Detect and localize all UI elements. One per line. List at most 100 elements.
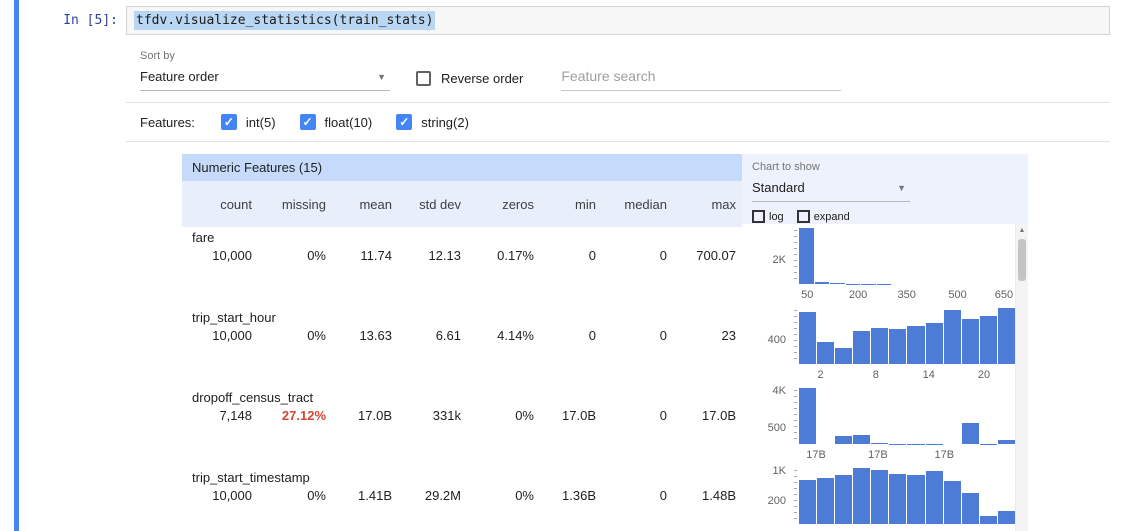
checkbox-icon[interactable]: ✓: [299, 114, 316, 130]
scrollbar[interactable]: ▲: [1015, 224, 1028, 531]
histogram-bar[interactable]: [835, 348, 853, 364]
column-header-zeros: zeros: [502, 196, 534, 212]
histogram-bar[interactable]: [799, 311, 817, 364]
x-tick-label: 17B: [806, 449, 826, 461]
histogram-bar[interactable]: [997, 511, 1015, 524]
histogram-bar[interactable]: [961, 492, 979, 524]
stat-mean: 1.41B: [358, 488, 392, 503]
chart-controls: Chart to show Standard ▼ log expand: [742, 154, 1028, 224]
histogram-bar[interactable]: [943, 309, 961, 364]
numeric-features-table: Numeric Features (15) count missing mean st…: [182, 154, 742, 531]
tfdv-statistics-widget: Sort by Feature order ▼ Reverse order Fe…: [126, 35, 1110, 531]
stat-min: 0: [588, 328, 596, 343]
column-header-std-dev: std dev: [419, 196, 461, 212]
chart-to-show-label: Chart to show: [752, 161, 820, 173]
histogram-bar[interactable]: [907, 326, 925, 364]
histogram-bar[interactable]: [961, 423, 979, 444]
histogram-bar[interactable]: [943, 481, 961, 524]
x-tick-label: 650: [994, 289, 1014, 301]
histogram-bar[interactable]: [997, 440, 1015, 444]
reverse-order-checkbox[interactable]: [416, 71, 431, 86]
feature-name: dropoff_census_tract: [192, 390, 314, 405]
feature-type-float[interactable]: ✓ float(10): [299, 114, 372, 130]
scrollbar-thumb[interactable]: [1018, 239, 1026, 281]
feature-type-label: string(2): [421, 114, 469, 130]
histogram-bar[interactable]: [853, 331, 871, 364]
x-tick-label: 8: [872, 369, 879, 381]
histogram-bar[interactable]: [871, 470, 889, 524]
histogram-bar[interactable]: [853, 435, 871, 444]
y-tick-label: 2K: [772, 253, 786, 266]
histogram-bar[interactable]: [889, 473, 907, 524]
stat-std-dev: 331k: [432, 408, 461, 423]
histogram-trip_start_hour: 400 2 8 14 20: [742, 306, 1028, 386]
histogram-bar[interactable]: [871, 443, 889, 444]
feature-type-string[interactable]: ✓ string(2): [396, 114, 469, 130]
log-toggle[interactable]: log: [752, 210, 784, 223]
sort-by-select[interactable]: Feature order ▼: [140, 69, 390, 91]
histogram-bar[interactable]: [835, 436, 853, 444]
stat-std-dev: 6.61: [435, 328, 461, 343]
histogram-bar[interactable]: [835, 475, 853, 524]
histogram-bar[interactable]: [799, 228, 814, 284]
column-header-mean: mean: [359, 196, 392, 212]
chart-type-select[interactable]: Standard ▼: [752, 180, 910, 202]
histogram-fare: 2K 50 200 350 500 650: [742, 226, 1028, 306]
table-body: fare 10,000 0% 11.74 12.13 0.17% 0 0 700.07 trip_…: [182, 227, 742, 531]
histogram-bar[interactable]: [979, 516, 997, 524]
expand-toggle[interactable]: expand: [796, 210, 850, 223]
histogram-bar[interactable]: [799, 388, 817, 444]
table-row: trip_start_hour 10,000 0% 13.63 6.61 4.14% 0 0 2…: [182, 307, 742, 387]
y-tick-label: 1K: [772, 464, 786, 477]
stat-std-dev: 12.13: [428, 248, 461, 263]
histogram-bar[interactable]: [925, 470, 943, 524]
stat-missing: 27.12%: [281, 408, 326, 423]
stat-count: 10,000: [212, 488, 252, 503]
stat-missing: 0%: [307, 328, 326, 343]
stat-missing: 0%: [307, 488, 326, 503]
sort-by-control: Sort by Feature order ▼: [140, 50, 390, 91]
histogram-bar[interactable]: [907, 474, 925, 524]
checkbox-icon[interactable]: ✓: [220, 114, 237, 130]
histogram-bar[interactable]: [925, 323, 943, 364]
column-header-min: min: [575, 196, 596, 212]
stat-max: 17.0B: [702, 408, 736, 423]
code-text[interactable]: tfdv.visualize_statistics(train_stats): [134, 11, 436, 30]
y-axis-ticks: [794, 470, 797, 524]
histogram-trip_start_timestamp: 1K 200: [742, 464, 1028, 531]
column-header-missing: missing: [281, 196, 326, 212]
scroll-up-icon[interactable]: ▲: [1018, 227, 1026, 234]
feature-type-int[interactable]: ✓ int(5): [220, 114, 276, 130]
stat-median: 0: [659, 488, 667, 503]
stat-zeros: 0%: [515, 488, 534, 503]
reverse-order-control[interactable]: Reverse order: [416, 71, 523, 91]
stat-median: 0: [659, 328, 667, 343]
code-cell-row: In [5]: tfdv.visualize_statistics(train_…: [0, 0, 1124, 35]
stat-mean: 17.0B: [358, 408, 392, 423]
histogram-bar[interactable]: [853, 468, 871, 524]
histogram-bar[interactable]: [889, 329, 907, 364]
cell-prompt: In [5]:: [63, 13, 118, 28]
histogram-bar[interactable]: [799, 480, 817, 524]
x-tick-label: 17B: [934, 449, 955, 461]
histogram-bar[interactable]: [817, 341, 835, 364]
feature-name: fare: [192, 230, 215, 245]
code-editor[interactable]: tfdv.visualize_statistics(train_stats): [126, 6, 1110, 35]
y-axis-ticks: [794, 390, 797, 444]
y-tick-label: 400: [767, 333, 786, 346]
histogram-bar[interactable]: [830, 283, 845, 284]
feature-search-input[interactable]: [561, 65, 842, 91]
statistics-main: Numeric Features (15) count missing mean st…: [182, 154, 1110, 531]
histogram-bar[interactable]: [817, 478, 835, 524]
reverse-order-label: Reverse order: [441, 71, 524, 86]
histogram-bar[interactable]: [997, 308, 1015, 364]
stat-count: 10,000: [212, 328, 252, 343]
histogram-bar[interactable]: [979, 316, 997, 364]
checkbox-icon[interactable]: ✓: [396, 114, 413, 130]
histogram-bar[interactable]: [814, 282, 829, 284]
expand-checkbox[interactable]: [796, 210, 810, 223]
column-header-median: median: [624, 196, 667, 212]
histogram-bar[interactable]: [871, 327, 889, 364]
histogram-bar[interactable]: [961, 318, 979, 364]
log-checkbox[interactable]: [752, 210, 765, 223]
